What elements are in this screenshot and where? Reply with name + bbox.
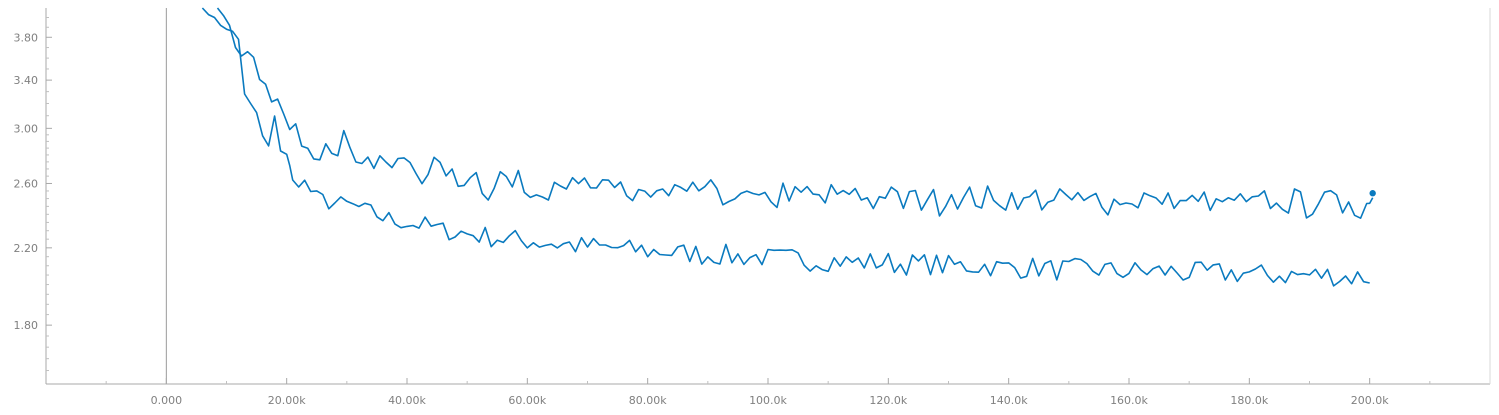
y-tick-label: 2.60 <box>14 177 39 190</box>
series-line-2 <box>216 7 1374 219</box>
y-tick-label: 3.80 <box>14 31 39 44</box>
final-point-marker <box>1369 190 1376 197</box>
x-tick-label: 180.0k <box>1230 394 1268 407</box>
x-tick-label: 40.00k <box>388 394 426 407</box>
x-tick-label: 80.00k <box>629 394 667 407</box>
x-tick-label: 60.00k <box>508 394 546 407</box>
y-tick-label: 1.80 <box>14 319 39 332</box>
y-tick-label: 3.00 <box>14 122 39 135</box>
x-tick-label: 120.0k <box>869 394 907 407</box>
y-tick-label: 2.20 <box>14 242 39 255</box>
x-tick-label: 140.0k <box>990 394 1028 407</box>
x-tick-label: 20.00k <box>268 394 306 407</box>
x-tick-label: 0.000 <box>151 394 183 407</box>
x-tick-label: 200.0k <box>1351 394 1389 407</box>
x-tick-label: 100.0k <box>749 394 787 407</box>
x-tick-label: 160.0k <box>1110 394 1148 407</box>
labels-layer: 1.80 2.20 2.60 3.00 3.40 3.80 0.000 20.00k 40.00… <box>14 31 1390 407</box>
series-layer <box>201 7 1376 287</box>
y-tick-label: 3.40 <box>14 74 39 87</box>
axes-layer <box>45 8 1491 385</box>
series-line-1 <box>201 7 1370 287</box>
